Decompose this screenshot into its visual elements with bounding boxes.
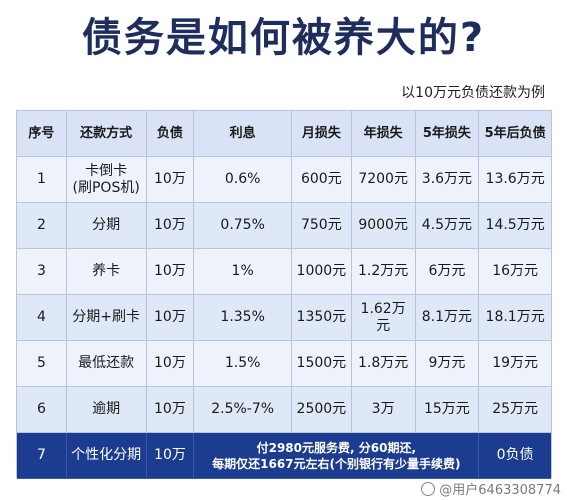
row-method: 分期+刷卡 bbox=[66, 295, 147, 341]
table-row: 6 逾期 10万 2.5%-7% 2500元 3万 15万元 25万元 bbox=[17, 387, 551, 433]
row-interest: 0.75% bbox=[194, 203, 292, 249]
row-number: 2 bbox=[17, 203, 67, 249]
row-monthly-loss: 600元 bbox=[291, 157, 352, 203]
row-monthly-loss: 750元 bbox=[291, 203, 352, 249]
row-method: 分期 bbox=[66, 203, 147, 249]
row-monthly-loss: 1000元 bbox=[291, 249, 352, 295]
row-debt: 10万 bbox=[146, 249, 195, 295]
row-5y-loss: 15万元 bbox=[415, 387, 480, 433]
header-cell: 利息 bbox=[194, 111, 292, 157]
row-5y-debt: 14.5万元 bbox=[479, 203, 551, 249]
row-yearly-loss: 1.62万元 bbox=[351, 295, 416, 341]
watermark-text: @用户6463308774 bbox=[439, 483, 561, 498]
header-cell: 年损失 bbox=[351, 111, 416, 157]
header-cell: 还款方式 bbox=[66, 111, 147, 157]
row-method: 最低还款 bbox=[66, 341, 147, 387]
row-interest: 1.35% bbox=[194, 295, 292, 341]
row-monthly-loss: 2500元 bbox=[291, 387, 352, 433]
row-yearly-loss: 9000元 bbox=[351, 203, 416, 249]
table-row-highlight: 7 个性化分期 10万 付2980元服务费, 分60期还, 每期仅还1667元左… bbox=[17, 433, 551, 479]
watermark: @用户6463308774 bbox=[421, 479, 561, 498]
row-5y-loss: 4.5万元 bbox=[415, 203, 480, 249]
row-debt: 10万 bbox=[146, 295, 195, 341]
row-5y-loss: 6万元 bbox=[415, 249, 480, 295]
header-cell: 5年后负债 bbox=[479, 111, 551, 157]
row-interest: 1.5% bbox=[194, 341, 292, 387]
row-note: 付2980元服务费, 分60期还, 每期仅还1667元左右(个别银行有少量手续费… bbox=[194, 433, 480, 479]
row-method: 个性化分期 bbox=[66, 433, 147, 479]
row-5y-loss: 9万元 bbox=[415, 341, 480, 387]
row-number: 1 bbox=[17, 157, 67, 203]
row-5y-loss: 3.6万元 bbox=[415, 157, 480, 203]
row-5y-debt: 19万元 bbox=[479, 341, 551, 387]
row-number: 7 bbox=[17, 433, 67, 479]
row-5y-loss: 8.1万元 bbox=[415, 295, 480, 341]
row-monthly-loss: 1500元 bbox=[291, 341, 352, 387]
row-yearly-loss: 7200元 bbox=[351, 157, 416, 203]
header-cell: 负债 bbox=[146, 111, 195, 157]
table-row: 5 最低还款 10万 1.5% 1500元 1.8万元 9万元 19万元 bbox=[17, 341, 551, 387]
debt-comparison-table: 序号 还款方式 负债 利息 月损失 年损失 5年损失 5年后负债 1 卡倒卡 (刷… bbox=[16, 110, 552, 479]
row-number: 4 bbox=[17, 295, 67, 341]
table-header-row: 序号 还款方式 负债 利息 月损失 年损失 5年损失 5年后负债 bbox=[17, 111, 551, 157]
row-final-debt: 0负债 bbox=[479, 433, 551, 479]
row-yearly-loss: 1.2万元 bbox=[351, 249, 416, 295]
row-yearly-loss: 3万 bbox=[351, 387, 416, 433]
row-monthly-loss: 1350元 bbox=[291, 295, 352, 341]
row-method: 卡倒卡 (刷POS机) bbox=[66, 157, 147, 203]
header-cell: 5年损失 bbox=[415, 111, 480, 157]
row-method: 养卡 bbox=[66, 249, 147, 295]
row-5y-debt: 16万元 bbox=[479, 249, 551, 295]
row-debt: 10万 bbox=[146, 433, 195, 479]
table-row: 4 分期+刷卡 10万 1.35% 1350元 1.62万元 8.1万元 18.1万元 bbox=[17, 295, 551, 341]
row-debt: 10万 bbox=[146, 341, 195, 387]
row-5y-debt: 25万元 bbox=[479, 387, 551, 433]
row-5y-debt: 18.1万元 bbox=[479, 295, 551, 341]
page-subtitle: 以10万元负债还款为例 bbox=[401, 85, 545, 101]
row-number: 3 bbox=[17, 249, 67, 295]
row-number: 5 bbox=[17, 341, 67, 387]
header-cell: 月损失 bbox=[291, 111, 352, 157]
row-debt: 10万 bbox=[146, 387, 195, 433]
row-5y-debt: 13.6万元 bbox=[479, 157, 551, 203]
row-number: 6 bbox=[17, 387, 67, 433]
row-interest: 1% bbox=[194, 249, 292, 295]
row-interest: 2.5%-7% bbox=[194, 387, 292, 433]
page-title: 债务是如何被养大的? bbox=[81, 15, 486, 61]
user-icon bbox=[421, 481, 436, 496]
table-row: 3 养卡 10万 1% 1000元 1.2万元 6万元 16万元 bbox=[17, 249, 551, 295]
row-debt: 10万 bbox=[146, 203, 195, 249]
header-cell: 序号 bbox=[17, 111, 67, 157]
table-row: 2 分期 10万 0.75% 750元 9000元 4.5万元 14.5万元 bbox=[17, 203, 551, 249]
row-debt: 10万 bbox=[146, 157, 195, 203]
table-row: 1 卡倒卡 (刷POS机) 10万 0.6% 600元 7200元 3.6万元 13.6万元 bbox=[17, 157, 551, 203]
row-method: 逾期 bbox=[66, 387, 147, 433]
row-interest: 0.6% bbox=[194, 157, 292, 203]
row-yearly-loss: 1.8万元 bbox=[351, 341, 416, 387]
